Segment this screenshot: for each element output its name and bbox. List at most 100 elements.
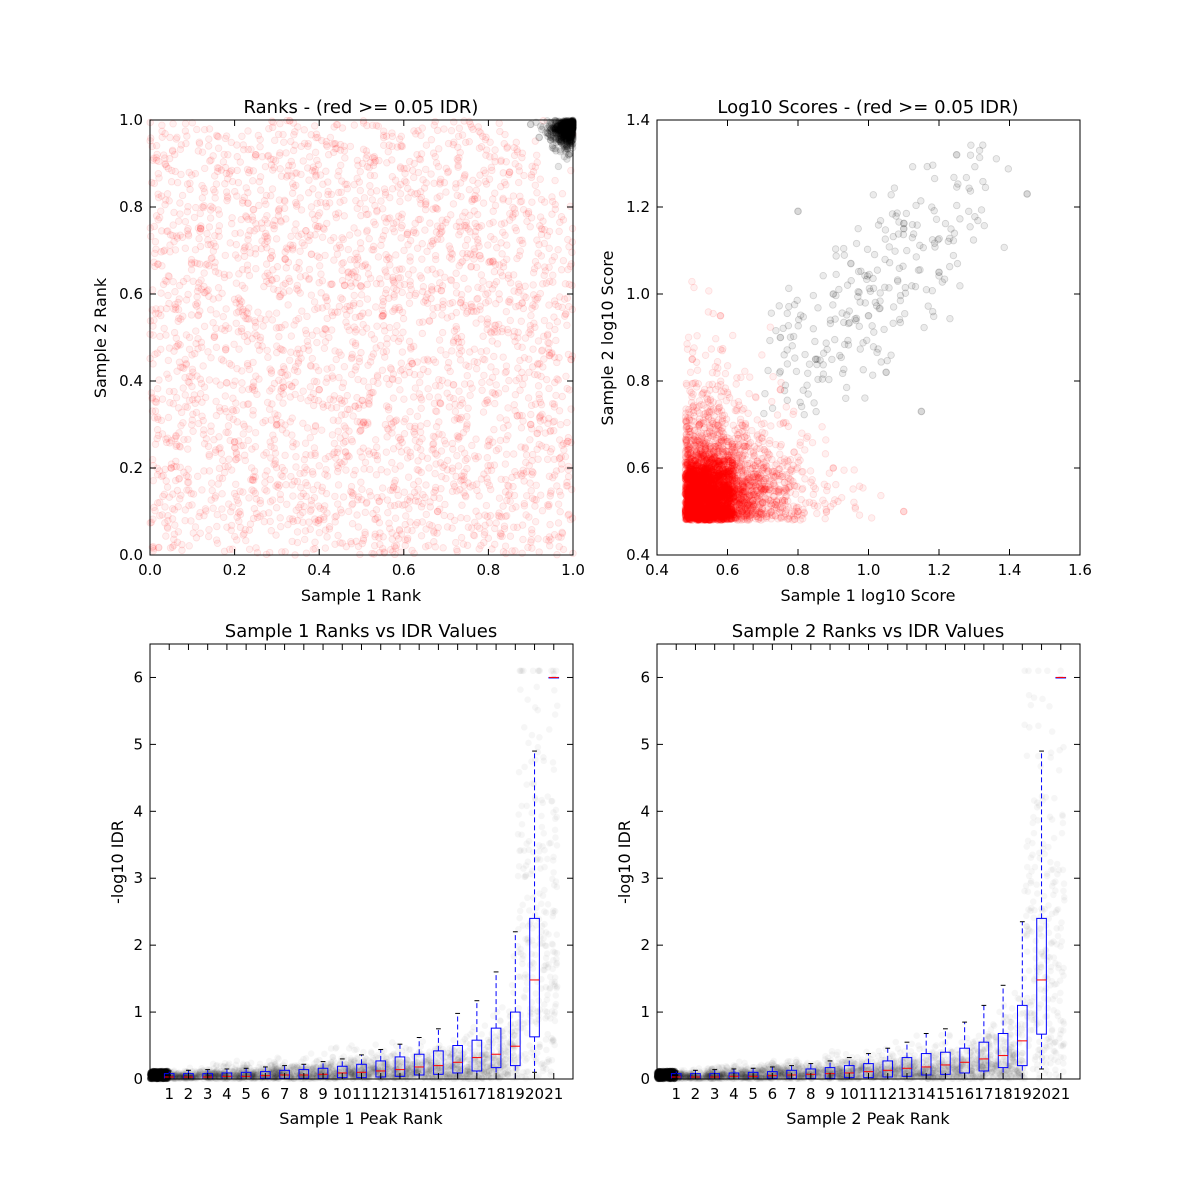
cloud-point	[347, 282, 356, 290]
cloud-point	[193, 125, 201, 134]
cloud-point	[426, 498, 434, 506]
cloud-point	[242, 536, 250, 545]
cloud-point	[502, 435, 510, 444]
cloud-point	[431, 407, 440, 415]
cloud-point	[349, 489, 357, 498]
cloud-point	[175, 295, 183, 303]
cloud-point	[288, 189, 297, 197]
cloud-point	[489, 195, 497, 203]
cloud-point	[225, 359, 234, 368]
cloud-point	[219, 158, 228, 166]
cloud-point	[251, 489, 260, 498]
cloud-point	[463, 454, 471, 463]
cloud-point	[211, 267, 220, 276]
cloud-point	[279, 346, 287, 355]
cloud-point	[452, 184, 460, 192]
cloud-point	[445, 253, 454, 261]
cloud-point	[437, 447, 446, 455]
cloud-point	[331, 492, 339, 501]
cloud-point	[498, 324, 507, 333]
cloud-point	[168, 543, 177, 551]
cloud-point	[558, 528, 566, 537]
cloud-point	[465, 185, 474, 194]
cloud-point	[233, 153, 241, 161]
cloud-point	[566, 202, 575, 211]
cloud-point	[388, 129, 396, 137]
cloud-point	[356, 550, 364, 559]
cloud-point	[517, 470, 525, 478]
cloud-point	[306, 153, 314, 161]
cloud-point	[364, 361, 372, 370]
cloud-point	[485, 481, 494, 490]
cloud-point	[408, 526, 416, 535]
cloud-point	[535, 414, 544, 422]
cloud-point	[252, 245, 260, 253]
cloud-point	[211, 242, 220, 251]
y-tick-label: 0.2	[119, 459, 143, 477]
cloud-point	[463, 371, 471, 380]
cloud-point	[403, 229, 412, 237]
cloud-point	[480, 371, 488, 380]
cloud-point	[364, 309, 373, 317]
cloud-point	[423, 419, 431, 428]
cloud-point	[462, 361, 470, 369]
cloud-point	[205, 223, 214, 231]
cloud-point	[528, 457, 536, 465]
cloud-point	[495, 494, 504, 502]
cloud-point	[528, 162, 536, 171]
cloud-point	[530, 496, 539, 504]
cloud-point	[397, 141, 405, 150]
cloud-point	[534, 359, 542, 368]
cloud-point	[840, 466, 848, 474]
cloud-point	[549, 474, 557, 482]
cloud-point	[502, 362, 511, 370]
cloud-point	[319, 180, 327, 188]
cloud-point	[492, 519, 500, 527]
cloud-point	[466, 391, 474, 400]
cloud-point	[419, 318, 427, 326]
cloud-point	[231, 251, 240, 259]
cloud-point	[313, 338, 321, 347]
cloud-point	[258, 342, 266, 350]
cloud-point	[173, 486, 182, 495]
cloud-point	[501, 488, 510, 496]
cloud-point	[386, 364, 395, 372]
cloud-point	[353, 174, 361, 183]
cloud-point	[362, 210, 371, 219]
cloud-point	[251, 428, 260, 437]
cloud-point	[369, 350, 378, 358]
cloud-point	[207, 354, 215, 362]
cloud-point	[528, 198, 536, 206]
cloud-point	[420, 184, 429, 192]
cloud-point	[365, 235, 373, 243]
cloud-point	[268, 117, 276, 125]
cloud-point	[211, 172, 219, 180]
cloud-point	[238, 386, 246, 394]
cloud-point	[565, 302, 573, 311]
cloud-point	[536, 175, 544, 183]
cloud-point	[433, 126, 442, 135]
cloud-point	[226, 507, 235, 516]
cloud-point	[492, 278, 501, 286]
cloud-point	[322, 465, 330, 474]
cloud-point	[496, 436, 505, 445]
cloud-point	[358, 539, 366, 548]
cloud-point	[168, 166, 176, 175]
cloud-point	[339, 259, 347, 267]
cloud-point	[558, 529, 567, 538]
cloud-point	[371, 220, 379, 229]
cloud-point	[238, 132, 246, 140]
cloud-point	[178, 546, 186, 554]
cloud-point	[413, 518, 421, 527]
cloud-point	[473, 480, 481, 488]
cloud-point	[153, 349, 161, 357]
cloud-point	[187, 311, 196, 319]
cloud-point	[500, 522, 509, 530]
cloud-point	[530, 319, 538, 327]
cloud-point	[251, 329, 259, 338]
cloud-point	[493, 244, 501, 252]
cloud-point	[359, 444, 368, 452]
cloud-point	[377, 465, 385, 474]
cloud-point	[362, 154, 370, 162]
cloud-point	[267, 369, 276, 377]
